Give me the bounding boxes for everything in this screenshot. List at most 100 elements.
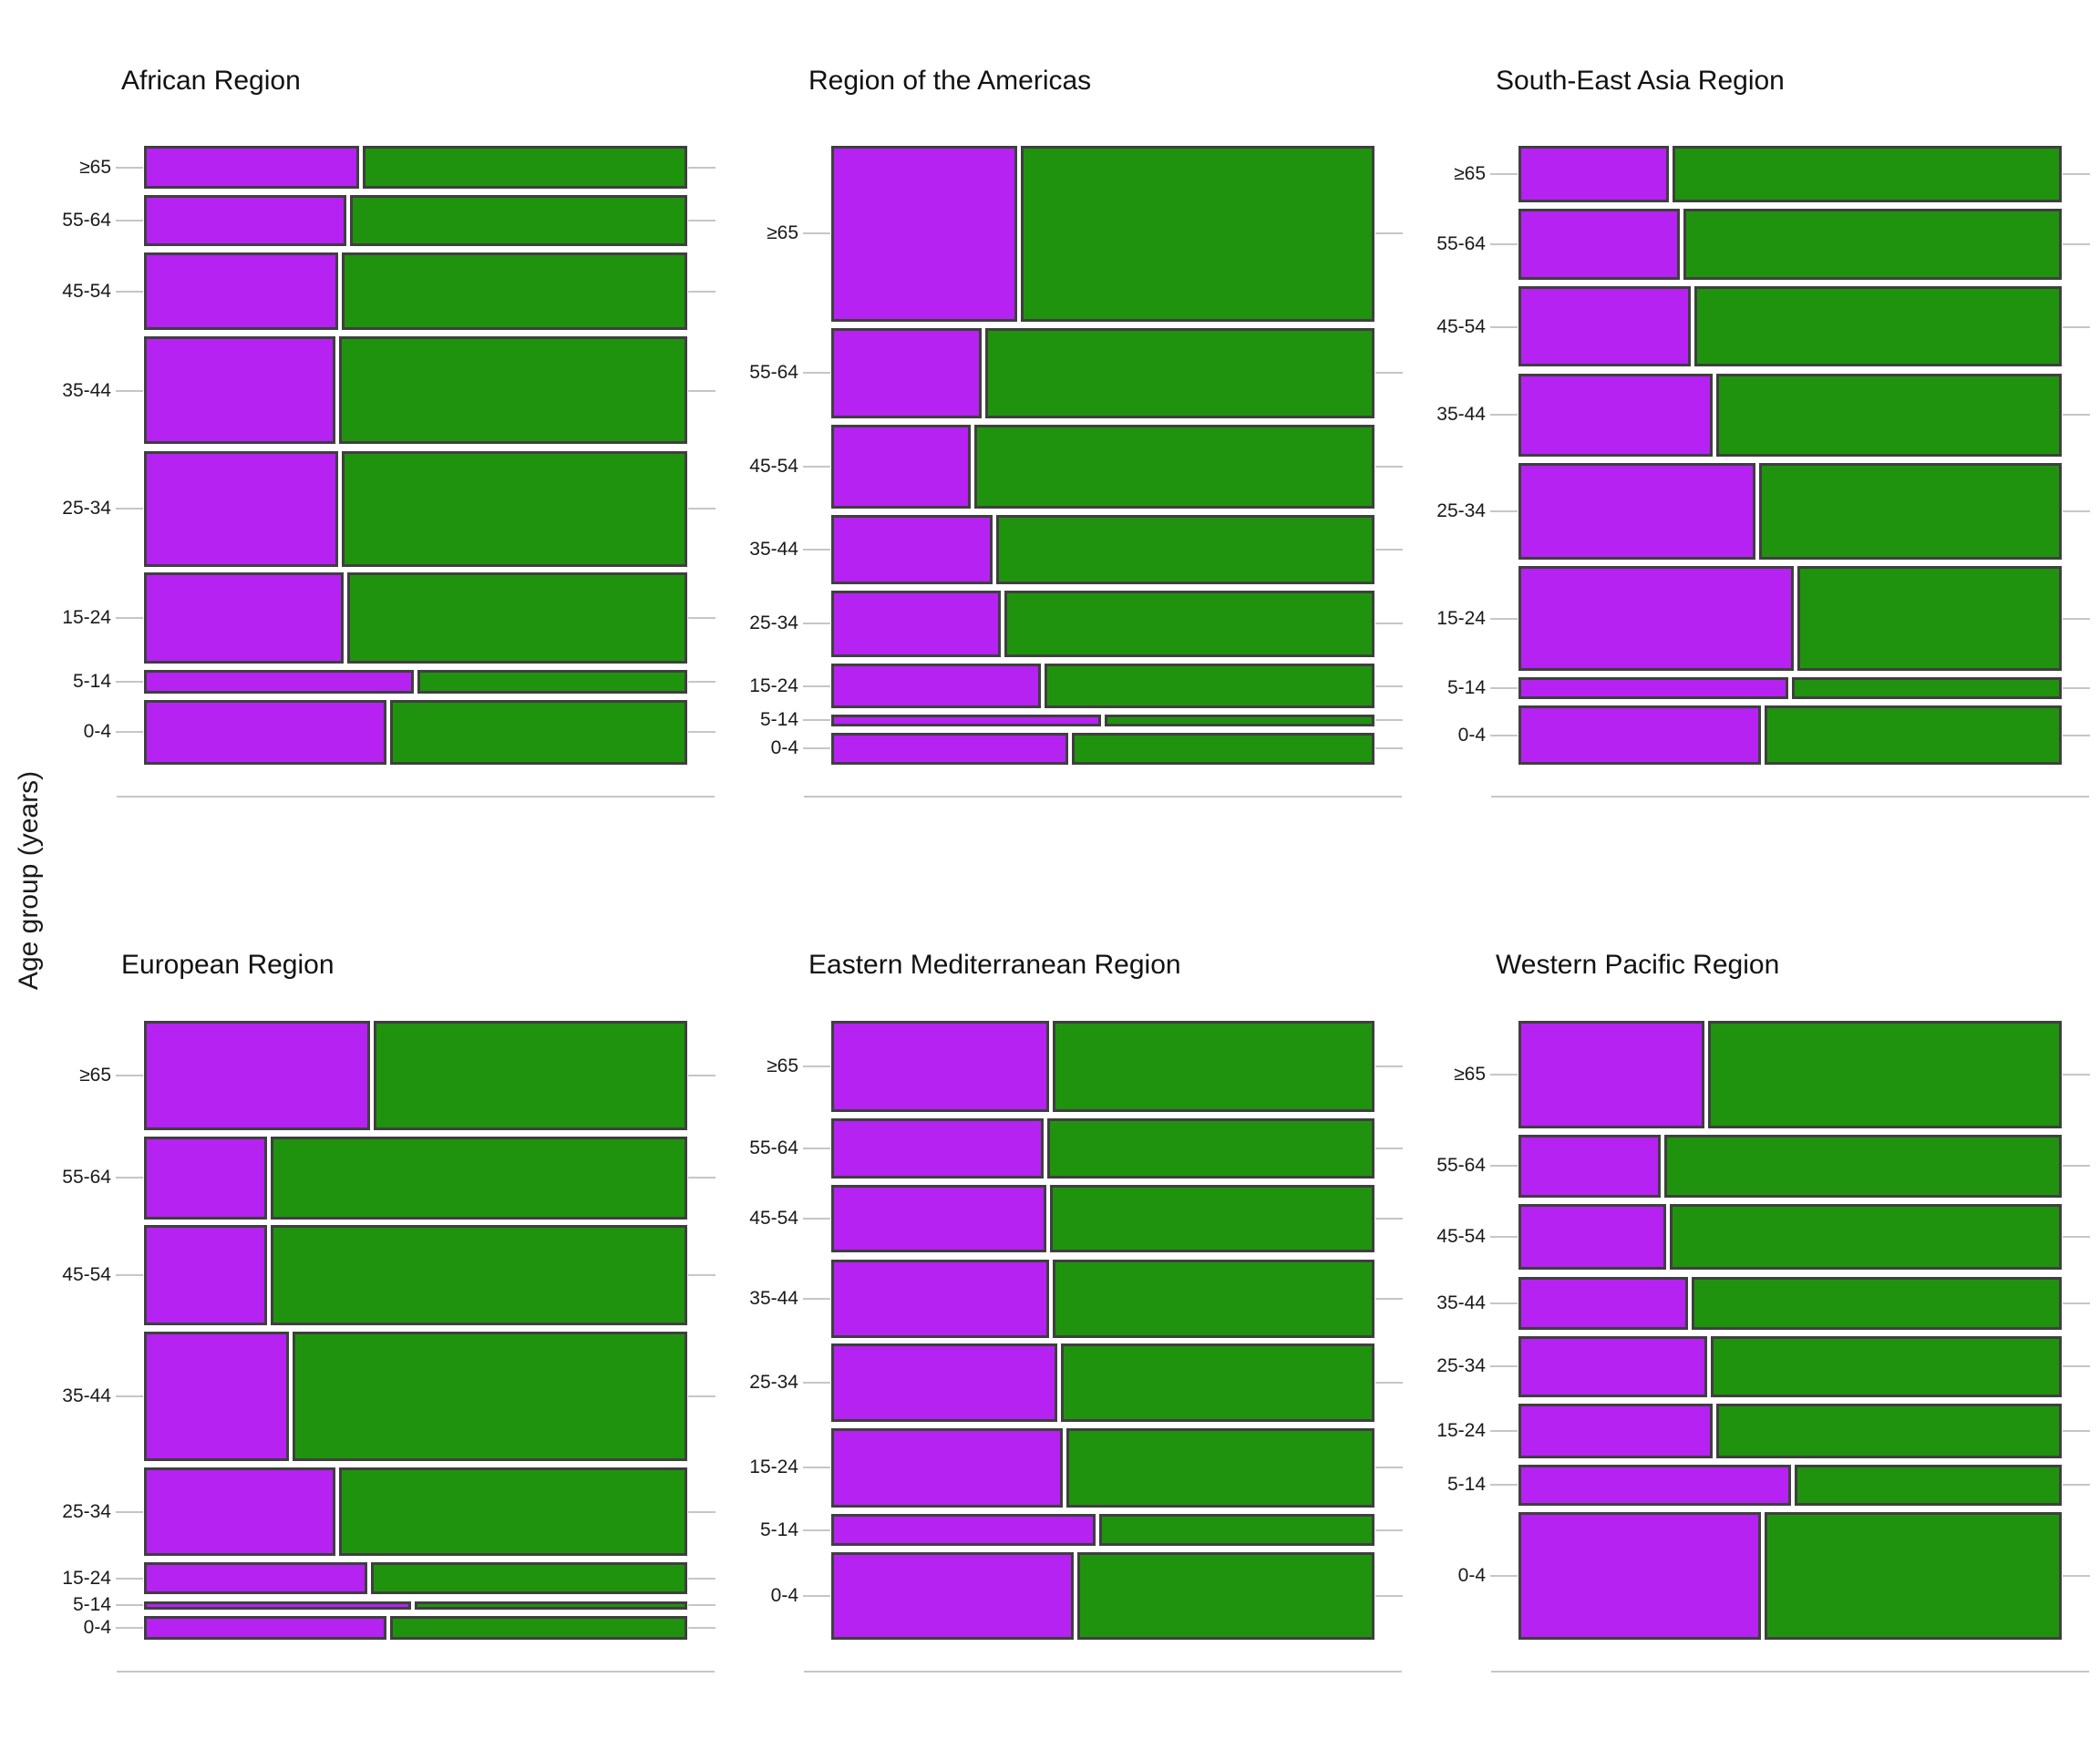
age-bar-row bbox=[1518, 286, 2062, 366]
age-tick-label: 45-54 bbox=[749, 456, 798, 477]
green-segment bbox=[1670, 1204, 2062, 1270]
green-segment bbox=[293, 1332, 687, 1461]
age-tick-label: 25-34 bbox=[1436, 1355, 1486, 1376]
green-segment bbox=[1050, 1185, 1374, 1252]
age-bar-row bbox=[144, 336, 687, 444]
purple-segment bbox=[1518, 286, 1691, 366]
right-axis-tick bbox=[2063, 1074, 2090, 1076]
right-axis-tick bbox=[1375, 685, 1403, 687]
age-tick-label: ≥65 bbox=[79, 157, 111, 178]
left-axis-tick bbox=[116, 1177, 143, 1179]
mosaic-panel-western-pacific-region: ≥65 55-64 45-54 35-44 25-34 15-24 5-14 0-4 bbox=[1436, 1021, 2090, 1673]
age-bar-row bbox=[831, 1185, 1374, 1252]
left-axis-tick bbox=[1490, 687, 1518, 689]
green-segment bbox=[1099, 1514, 1374, 1546]
mosaic-panel-african-region: ≥65 55-64 45-54 35-44 25-34 15-24 5-14 0-4 bbox=[62, 146, 715, 798]
right-axis-tick bbox=[1375, 719, 1403, 721]
green-segment bbox=[1053, 1260, 1374, 1338]
green-segment bbox=[371, 1562, 687, 1594]
left-axis-tick bbox=[803, 1595, 830, 1597]
right-axis-tick bbox=[1375, 372, 1403, 374]
age-bar-row bbox=[1518, 566, 2062, 671]
age-tick-label: ≥65 bbox=[767, 222, 798, 243]
purple-segment bbox=[144, 1225, 267, 1325]
right-axis-tick bbox=[2063, 1302, 2090, 1304]
purple-segment bbox=[144, 451, 338, 567]
x-axis-line bbox=[117, 796, 715, 798]
green-segment bbox=[1077, 1552, 1374, 1640]
green-segment bbox=[1797, 566, 2062, 671]
purple-segment bbox=[831, 328, 982, 418]
mosaic-panel-south-east-asia-region: ≥65 55-64 45-54 35-44 25-34 15-24 5-14 0-4 bbox=[1436, 146, 2090, 798]
green-segment bbox=[1683, 209, 2062, 280]
purple-segment bbox=[144, 1562, 367, 1594]
purple-segment bbox=[1518, 374, 1713, 457]
green-segment bbox=[1072, 733, 1374, 765]
right-axis-tick bbox=[2063, 326, 2090, 328]
age-tick-label: 25-34 bbox=[1436, 500, 1486, 521]
left-axis-tick bbox=[1490, 510, 1518, 512]
age-tick-label: 55-64 bbox=[62, 1167, 111, 1188]
x-axis-line bbox=[1491, 1671, 2089, 1673]
purple-segment bbox=[1518, 1336, 1707, 1397]
age-tick-label: 55-64 bbox=[749, 362, 798, 383]
purple-segment bbox=[831, 1552, 1074, 1640]
right-axis-tick bbox=[1375, 1595, 1403, 1597]
age-bar-row bbox=[831, 146, 1374, 322]
green-segment bbox=[1066, 1428, 1374, 1508]
age-bar-row bbox=[144, 451, 687, 567]
right-axis-tick bbox=[2063, 1165, 2090, 1167]
left-axis-tick bbox=[116, 1604, 143, 1606]
purple-segment bbox=[1518, 1204, 1666, 1270]
left-axis-tick bbox=[116, 508, 143, 510]
purple-segment bbox=[831, 1118, 1044, 1179]
green-segment bbox=[342, 252, 687, 330]
green-segment bbox=[1004, 591, 1374, 657]
purple-segment bbox=[1518, 1277, 1688, 1330]
age-tick-label: 15-24 bbox=[749, 1457, 798, 1477]
age-tick-label: 45-54 bbox=[62, 1264, 111, 1285]
purple-segment bbox=[144, 1616, 386, 1640]
panel-title-eastern-mediterranean-region: Eastern Mediterranean Region bbox=[808, 950, 1181, 980]
left-axis-tick bbox=[803, 549, 830, 551]
green-segment bbox=[1694, 286, 2062, 366]
panel-title-african-region: African Region bbox=[121, 66, 301, 96]
left-axis-tick bbox=[803, 1529, 830, 1531]
age-bar-row bbox=[1518, 146, 2062, 202]
left-axis-tick bbox=[1490, 1165, 1518, 1167]
right-axis-tick bbox=[2063, 618, 2090, 620]
right-axis-tick bbox=[688, 617, 715, 619]
age-tick-label: 25-34 bbox=[749, 612, 798, 633]
green-segment bbox=[1716, 1404, 2062, 1458]
green-segment bbox=[374, 1021, 687, 1130]
age-tick-label: 45-54 bbox=[1436, 316, 1486, 337]
purple-segment bbox=[831, 1185, 1046, 1252]
age-tick-label: 15-24 bbox=[1436, 1420, 1486, 1441]
purple-segment bbox=[144, 1601, 411, 1610]
right-axis-tick bbox=[1375, 1529, 1403, 1531]
age-bar-row bbox=[144, 1467, 687, 1556]
green-segment bbox=[1673, 146, 2062, 202]
purple-segment bbox=[144, 700, 386, 765]
purple-segment bbox=[144, 195, 346, 246]
right-axis-tick bbox=[688, 508, 715, 510]
right-axis-tick bbox=[688, 1274, 715, 1276]
x-axis-line bbox=[804, 1671, 1402, 1673]
age-bar-row bbox=[831, 1118, 1374, 1179]
right-axis-tick bbox=[2063, 1575, 2090, 1577]
age-tick-label: 15-24 bbox=[749, 675, 798, 696]
right-axis-tick bbox=[2063, 414, 2090, 416]
age-tick-label: 15-24 bbox=[1436, 608, 1486, 629]
left-axis-tick bbox=[1490, 735, 1518, 736]
age-bar-row bbox=[831, 733, 1374, 765]
green-segment bbox=[1664, 1135, 2062, 1198]
left-axis-tick bbox=[1490, 1302, 1518, 1304]
green-segment bbox=[1711, 1336, 2062, 1397]
panel-title-western-pacific-region: Western Pacific Region bbox=[1496, 950, 1780, 980]
age-bar-row bbox=[144, 670, 687, 694]
age-bar-row bbox=[144, 572, 687, 664]
purple-segment bbox=[831, 664, 1041, 708]
left-axis-tick bbox=[116, 1075, 143, 1076]
left-axis-tick bbox=[116, 220, 143, 221]
